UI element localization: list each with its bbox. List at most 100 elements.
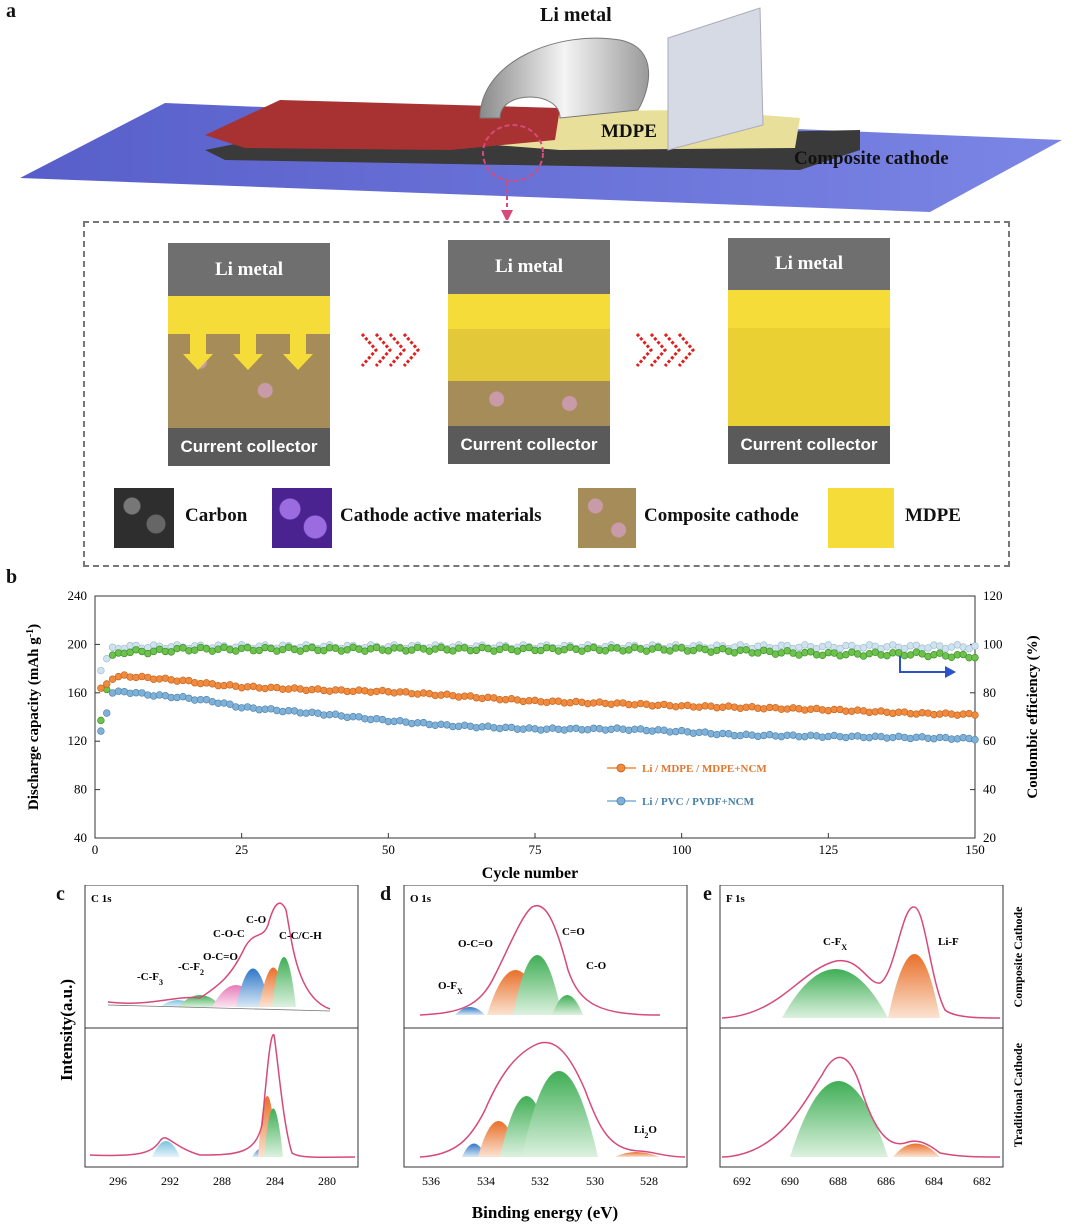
series-2 — [97, 643, 979, 725]
data-point — [589, 643, 598, 652]
x-tick-label: 150 — [965, 842, 985, 857]
x-tick-label: 75 — [529, 842, 542, 857]
zoom-circle — [482, 124, 544, 182]
legend-carbon-label: Carbon — [185, 505, 248, 526]
legend-active-swatch — [272, 488, 332, 548]
panel-letter-d: d — [380, 883, 392, 905]
xps-spectra: C 1s O 1s F 1s -C-F3 -C-F2 O-C=O C-O-C C… — [57, 885, 1025, 1222]
y2-tick-label: 20 — [983, 830, 996, 845]
process-box — [83, 221, 1010, 567]
data-point — [308, 643, 316, 652]
data-point — [320, 646, 328, 655]
panel-letter-a: a — [6, 0, 16, 22]
y-tick-label: 200 — [68, 636, 88, 651]
composite-cathode-block — [168, 334, 330, 428]
f-bottom-envelope — [721, 1056, 1001, 1158]
legend-mdpe-swatch — [828, 488, 894, 548]
legend-active-label: Cathode active materials — [340, 505, 542, 526]
o-peak-co: C-O — [586, 960, 607, 972]
svg-text:528: 528 — [640, 1174, 658, 1188]
chevron-arrow-2 — [635, 333, 695, 367]
o-peak-co-double: C=O — [562, 926, 585, 938]
binding-energy-label: Binding energy (eV) — [472, 1203, 618, 1222]
d-xticks: 536 534 532 530 528 — [422, 1174, 658, 1188]
svg-text:280: 280 — [318, 1174, 336, 1188]
c-peak-ocoo: O-C=O — [203, 951, 238, 963]
data-point — [167, 648, 175, 656]
composite-cathode-block — [448, 381, 610, 426]
y2-tick-label: 100 — [983, 636, 1003, 651]
d-title: O 1s — [410, 893, 432, 905]
c-peak-cf3: -C-F3 — [137, 971, 163, 987]
c-bottom-components — [152, 1096, 283, 1157]
o-top-components — [455, 955, 583, 1015]
legend-marker-blue — [616, 796, 626, 806]
y-tick-label: 40 — [74, 830, 87, 845]
svg-text:692: 692 — [733, 1174, 751, 1188]
svg-text:296: 296 — [109, 1174, 127, 1188]
data-point — [472, 646, 481, 655]
data-point — [97, 716, 105, 725]
f-peak-lif: Li-F — [938, 936, 959, 948]
y-tick-label: 80 — [74, 782, 87, 797]
data-point — [742, 646, 750, 654]
y-tick-label: 240 — [68, 588, 88, 603]
x-tick-label: 0 — [92, 842, 99, 857]
data-point — [971, 642, 979, 650]
x-tick-label: 50 — [382, 842, 395, 857]
li-metal-block: Li metal — [728, 238, 890, 290]
data-point — [97, 684, 105, 692]
data-point — [895, 649, 903, 657]
x-tick-label: 25 — [235, 842, 248, 857]
c-peak-cf2: -C-F2 — [178, 961, 204, 977]
data-point — [883, 651, 891, 660]
data-point — [243, 643, 252, 652]
svg-text:534: 534 — [477, 1174, 495, 1188]
legend-mdpe-label: MDPE — [905, 505, 961, 526]
svg-text:684: 684 — [925, 1174, 943, 1188]
data-point — [255, 646, 263, 655]
y-axis-label: Discharge capacity (mAh g-1) — [25, 624, 43, 810]
svg-text:292: 292 — [161, 1174, 179, 1188]
c-peak-coc: C-O-C — [213, 928, 245, 940]
data-point — [677, 644, 686, 652]
y-tick-label: 160 — [68, 685, 88, 700]
data-point — [384, 647, 393, 655]
legend-label-blue: Li / PVC / PVDF+NCM — [642, 796, 755, 808]
c-title: C 1s — [91, 893, 112, 905]
c-peak-co: C-O — [246, 914, 267, 926]
stack-initial: Li metal Current collector — [168, 243, 330, 466]
data-point — [460, 644, 469, 652]
data-point — [396, 644, 404, 652]
d-frame — [403, 885, 688, 1168]
composite-cathode-side-label: Composite Cathode — [1011, 906, 1025, 1008]
o-bottom-components — [462, 1071, 660, 1157]
data-point — [103, 654, 111, 663]
data-point — [97, 666, 105, 675]
o-bottom-envelope — [419, 1041, 686, 1158]
axis-arrowhead — [945, 666, 956, 678]
stack-final: Li metal Current collector — [728, 238, 890, 464]
c-bottom-envelope — [89, 1034, 356, 1159]
svg-text:288: 288 — [213, 1174, 231, 1188]
x-axis-label: Cycle number — [482, 865, 578, 882]
c-xticks: 296 292 288 284 280 — [109, 1174, 336, 1188]
data-point — [971, 653, 979, 662]
svg-text:284: 284 — [266, 1174, 284, 1188]
axis-arrow — [899, 656, 945, 673]
composite-cathode-label: Composite cathode — [794, 148, 949, 169]
current-collector-block: Current collector — [728, 426, 890, 464]
y2-axis-label: Coulombic efficiency (%) — [1025, 635, 1041, 798]
svg-text:536: 536 — [422, 1174, 440, 1188]
mdpe-label: MDPE — [601, 121, 657, 142]
data-point — [807, 648, 815, 656]
o-peak-li2o: Li2O — [634, 1124, 657, 1140]
c-top-envelope — [107, 902, 331, 1010]
legend-composite-swatch — [578, 488, 636, 548]
y2-tick-label: 80 — [983, 685, 996, 700]
data-point — [179, 644, 187, 652]
e-frame — [719, 885, 1004, 1168]
mdpe-film — [728, 290, 890, 426]
cell-assembly-illustration — [20, 7, 1062, 220]
stack-intermediate: Li metal Current collector — [448, 240, 610, 464]
